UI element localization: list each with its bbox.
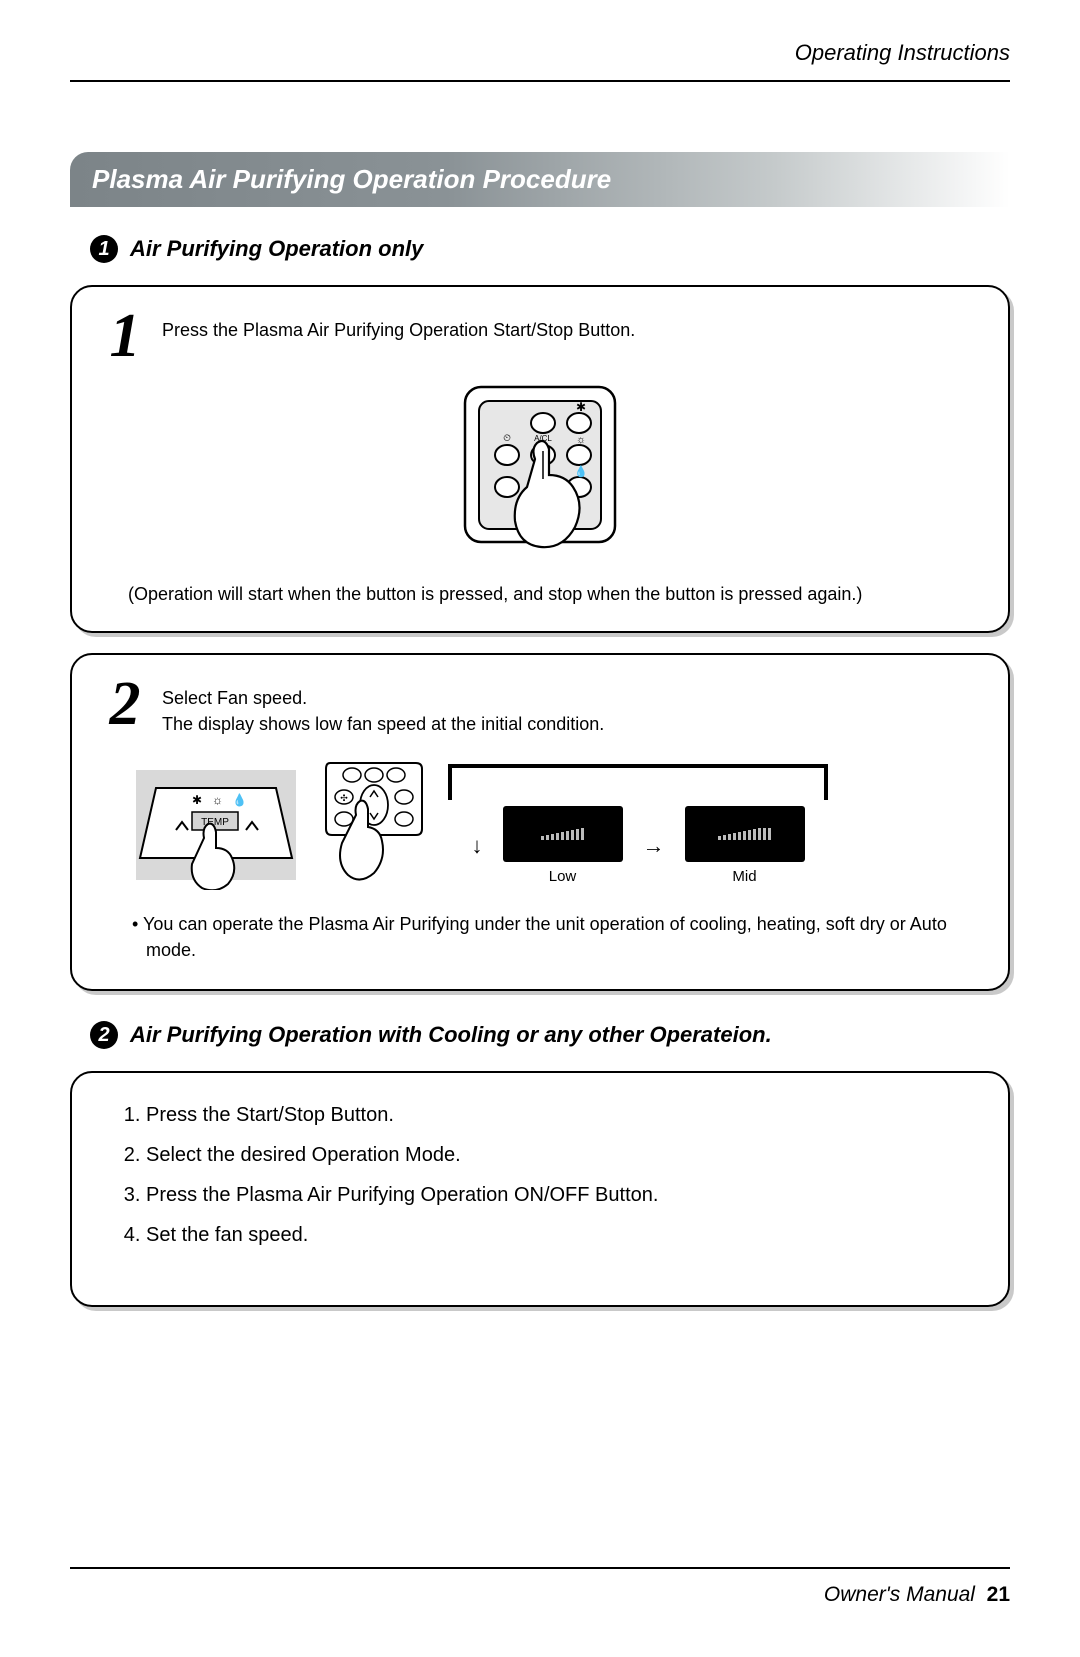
speed-low-block: Low [503, 806, 623, 885]
section-1-number-badge: 1 [90, 235, 118, 263]
remote-illustration-1: ✱ ⏲ A/CL ☼ 💧 [102, 379, 978, 564]
section-2-heading: 2 Air Purifying Operation with Cooling o… [90, 1021, 1010, 1049]
speed-mid-label: Mid [685, 868, 805, 885]
step-1-row: 1 Press the Plasma Air Purifying Operati… [102, 309, 978, 365]
section-1-heading: 1 Air Purifying Operation only [90, 235, 1010, 263]
page-header: Operating Instructions [70, 40, 1010, 82]
section-1-title: Air Purifying Operation only [130, 236, 423, 262]
step-2-line2: The display shows low fan speed at the i… [162, 711, 604, 737]
header-section-label: Operating Instructions [795, 40, 1010, 65]
page-footer: Owner's Manual 21 [70, 1567, 1010, 1607]
section-2-panel: Press the Start/Stop Button. Select the … [70, 1071, 1010, 1307]
arrow-right-icon: → [643, 833, 665, 859]
svg-text:✱: ✱ [192, 793, 202, 807]
section-2-list: Press the Start/Stop Button. Select the … [102, 1095, 978, 1255]
procedure-banner: Plasma Air Purifying Operation Procedure [70, 152, 1010, 207]
list-item: Press the Plasma Air Purifying Operation… [146, 1175, 978, 1215]
remote-control-icon: ✱ ⏲ A/CL ☼ 💧 [435, 379, 645, 559]
speed-mid-block: Mid [685, 806, 805, 885]
svg-text:💧: 💧 [574, 465, 588, 478]
step-2-number: 2 [102, 677, 148, 733]
svg-text:✣: ✣ [340, 793, 348, 803]
section-2-number-badge: 2 [90, 1021, 118, 1049]
svg-text:💧: 💧 [232, 793, 247, 807]
svg-text:✱: ✱ [576, 400, 586, 414]
list-item: Set the fan speed. [146, 1215, 978, 1255]
remote-small-icon: ✣ [320, 755, 430, 895]
svg-text:☼: ☼ [212, 793, 223, 807]
step-1-panel: 1 Press the Plasma Air Purifying Operati… [70, 285, 1010, 633]
step-1-note: (Operation will start when the button is… [102, 584, 978, 605]
speed-low-label: Low [503, 868, 623, 885]
banner-title: Plasma Air Purifying Operation Procedure [92, 164, 611, 194]
svg-text:⏲: ⏲ [503, 433, 511, 444]
step-2-text: Select Fan speed. The display shows low … [162, 677, 604, 737]
flow-bracket [448, 764, 828, 800]
step-1-number: 1 [102, 309, 148, 365]
step-2-bullet: • You can operate the Plasma Air Purifyi… [102, 911, 978, 963]
speed-flow: ↓ Low → [448, 764, 828, 885]
footer-label: Owner's Manual [824, 1583, 975, 1606]
fan-speed-diagram: ✱ ☼ 💧 TEMP ✣ [132, 755, 978, 895]
list-item: Select the desired Operation Mode. [146, 1135, 978, 1175]
speed-display-mid [685, 806, 805, 862]
arrow-down-icon: ↓ [472, 833, 483, 859]
step-2-line1: Select Fan speed. [162, 685, 604, 711]
step-2-row: 2 Select Fan speed. The display shows lo… [102, 677, 978, 737]
section-2-title: Air Purifying Operation with Cooling or … [130, 1022, 772, 1048]
svg-text:☼: ☼ [576, 434, 586, 446]
speed-display-low [503, 806, 623, 862]
step-1-text: Press the Plasma Air Purifying Operation… [162, 309, 635, 343]
footer-page: 21 [987, 1583, 1010, 1606]
step-2-panel: 2 Select Fan speed. The display shows lo… [70, 653, 1010, 991]
list-item: Press the Start/Stop Button. [146, 1095, 978, 1135]
unit-panel-icon: ✱ ☼ 💧 TEMP [132, 760, 302, 890]
